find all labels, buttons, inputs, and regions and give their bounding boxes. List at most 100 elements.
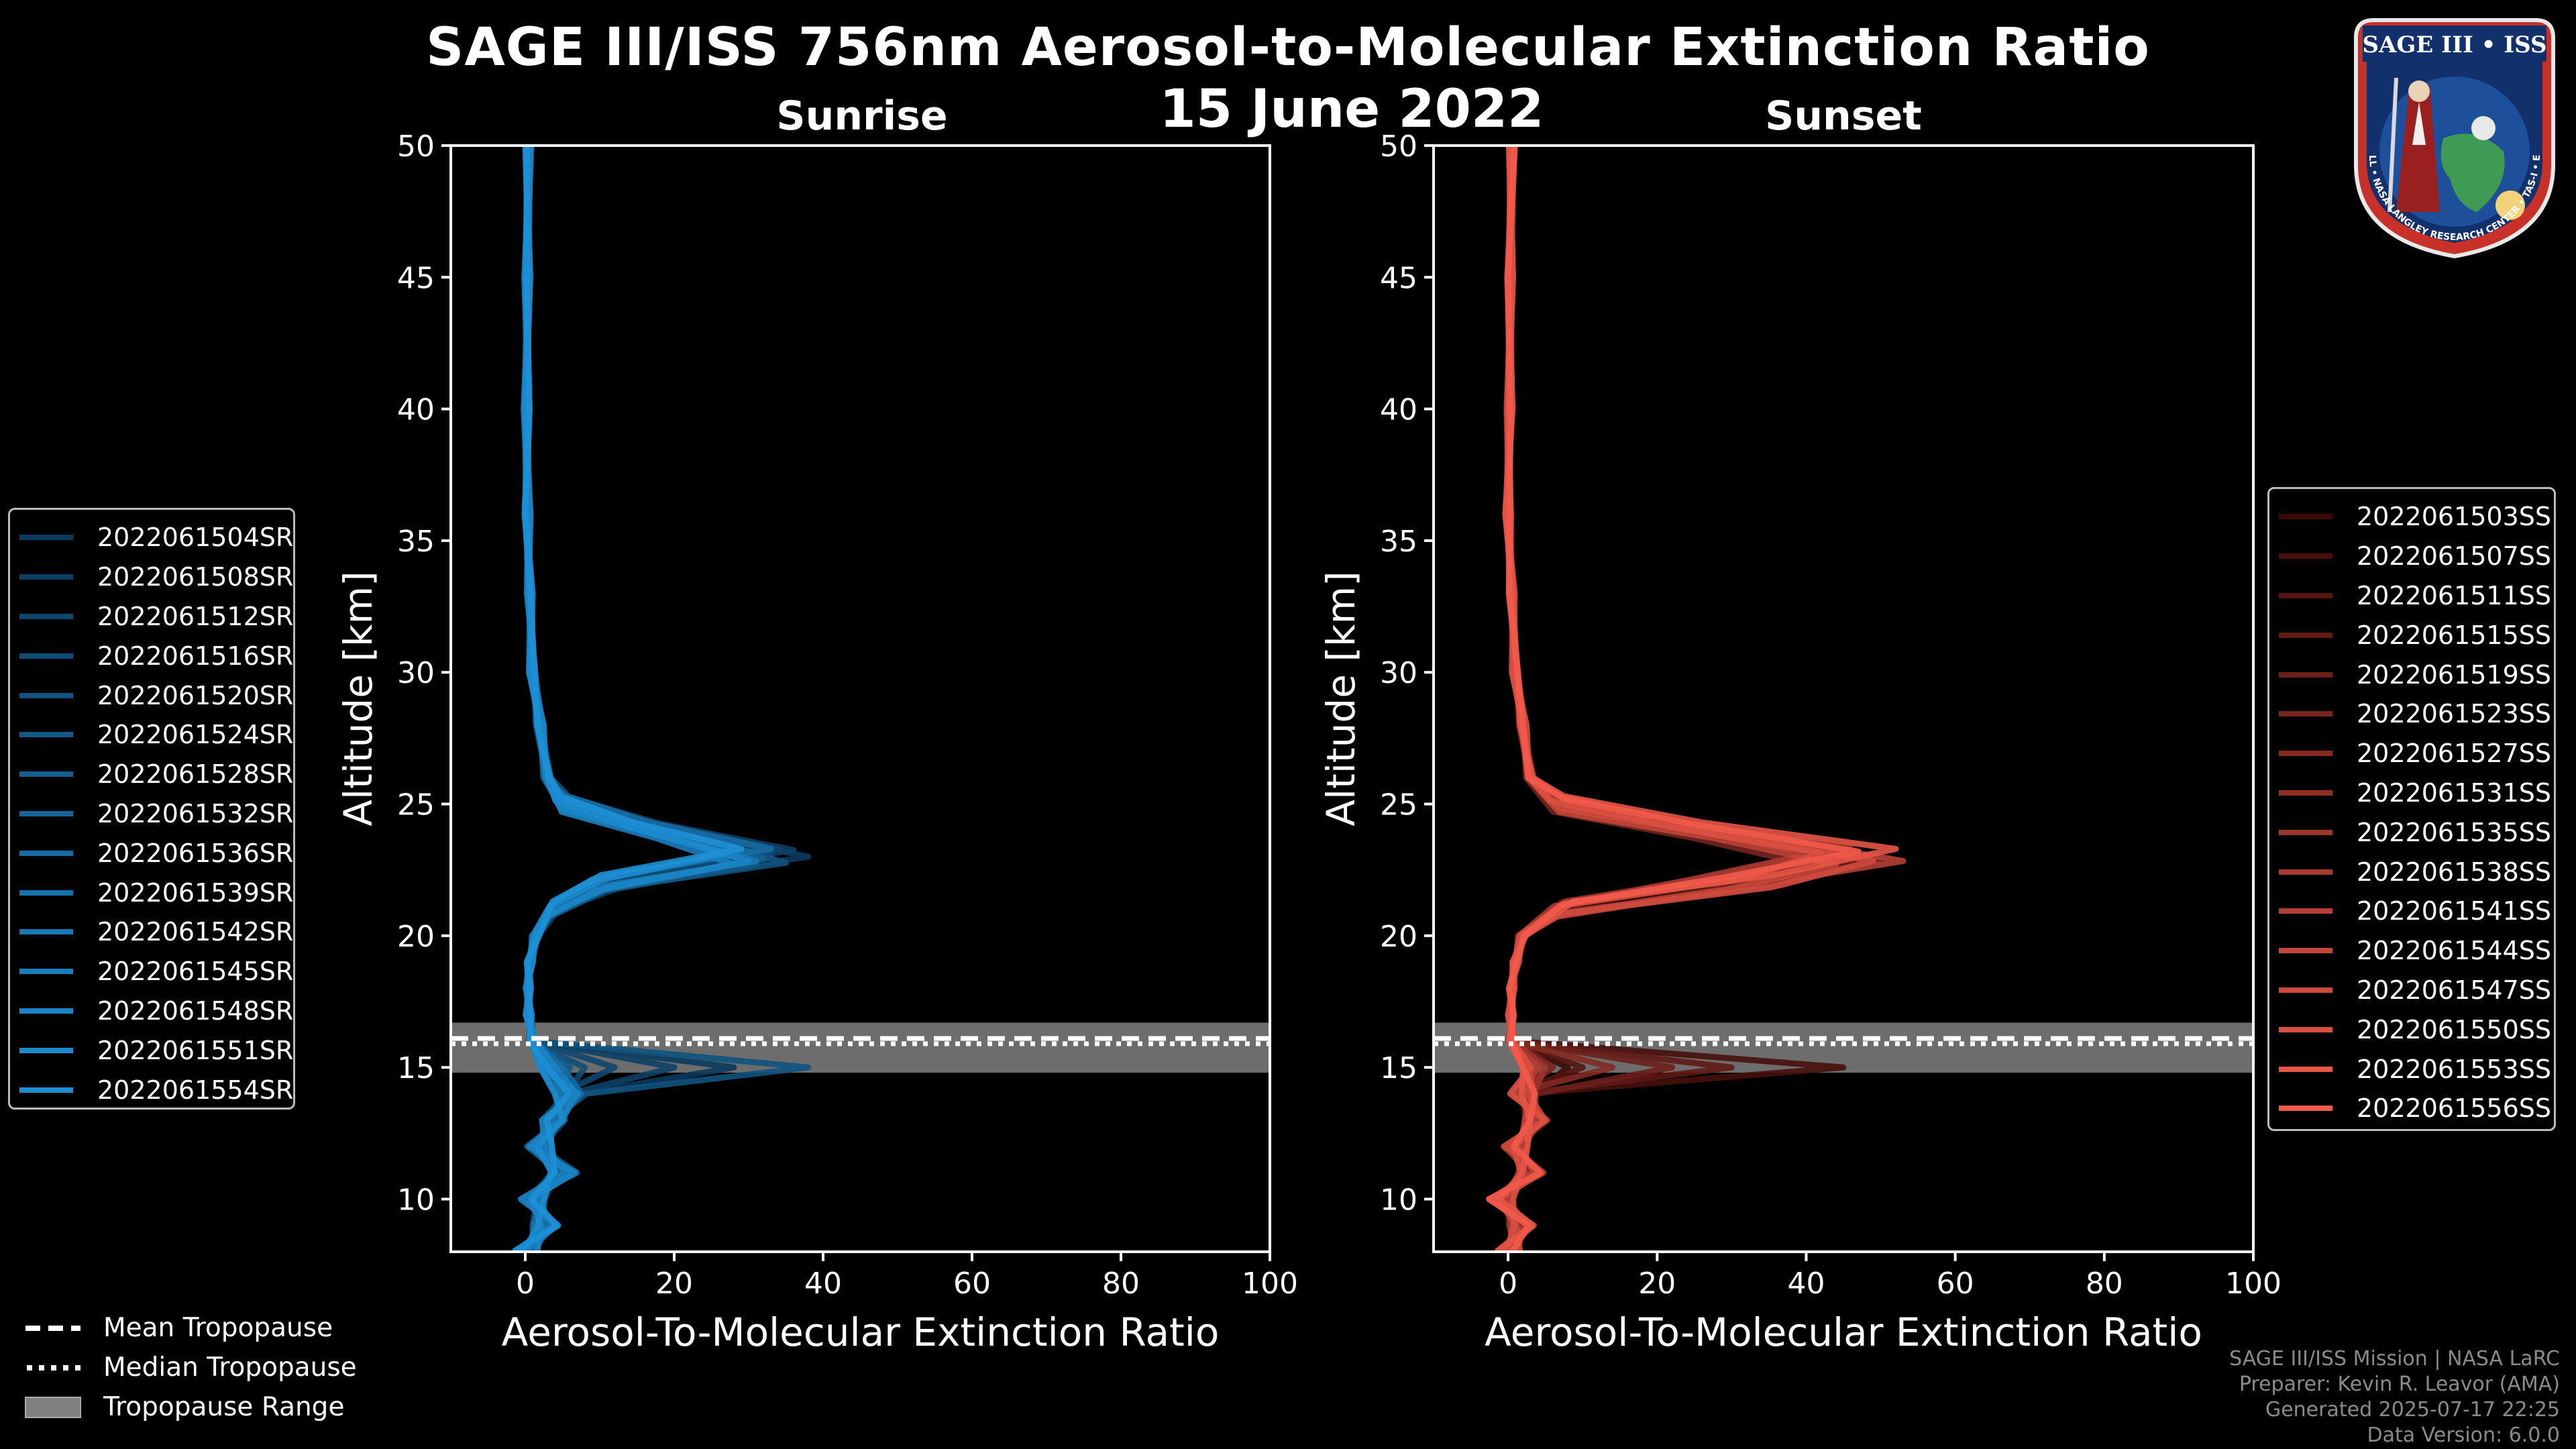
legend-item: 2022061523SS [2279, 694, 2551, 734]
legend-item: 2022061524SR [19, 715, 293, 755]
series-2022061527SS [1497, 146, 1884, 1252]
legend-item: 2022061548SR [19, 991, 293, 1031]
legend-label: 2022061511SS [2357, 580, 2552, 610]
legend-label: 2022061556SS [2357, 1093, 2552, 1124]
legend-item: 2022061528SR [19, 755, 293, 794]
legend-label: 2022061531SS [2357, 777, 2552, 808]
legend-label: 2022061523SS [2357, 699, 2552, 729]
x-tick-label: 100 [2225, 1267, 2282, 1301]
y-tick-label: 40 [397, 393, 435, 427]
y-tick-label: 20 [1380, 920, 1417, 954]
legend-item: 2022061541SS [2279, 892, 2551, 931]
legend-swatch [2279, 514, 2332, 520]
legend-label: 2022061524SR [97, 720, 294, 750]
legend-label: 2022061545SR [97, 957, 294, 987]
series-2022061511SS [1502, 146, 1839, 1252]
legend-item: 2022061520SR [19, 676, 293, 715]
legend-swatch [19, 1008, 73, 1014]
series-2022061553SS [1495, 146, 1899, 1252]
sunset-panel: 0 20 40 60 80 100 10 15 20 25 30 35 40 45 50 Aerosol-To… [1318, 129, 2282, 1355]
y-tick-label: 20 [397, 920, 435, 954]
legend-swatch [2279, 987, 2332, 993]
x-tick-label: 80 [2086, 1267, 2123, 1301]
legend-label: 2022061553SS [2357, 1054, 2552, 1084]
legend-swatch [2279, 1106, 2332, 1112]
legend-swatch [19, 810, 73, 816]
legend-label: 2022061554SR [97, 1075, 294, 1105]
x-tick-label: 40 [1787, 1267, 1825, 1301]
series-2022061547SS [1495, 146, 1876, 1252]
sunrise-x-axis-label: Aerosol-To-Molecular Extinction Ratio [502, 1309, 1220, 1355]
legend-label: 2022061541SS [2357, 896, 2552, 926]
legend-swatch [19, 574, 73, 580]
sunrise-panel: 0 20 40 60 80 100 10 15 20 25 30 35 40 45 50 Aerosol-To… [335, 129, 1298, 1355]
series-2022061554SR [512, 146, 745, 1252]
y-tick-label: 45 [397, 261, 435, 295]
legend-swatch [2279, 869, 2332, 875]
sunrise-series-lines [512, 146, 812, 1252]
y-tick-label: 40 [1380, 393, 1417, 427]
sunset-series-lines [1485, 146, 1907, 1252]
legend-label: 2022061519SS [2357, 659, 2552, 690]
legend-swatch [2279, 592, 2332, 598]
legend-label: 2022061508SR [97, 562, 294, 592]
x-tick-label: 60 [953, 1267, 991, 1301]
legend-item: 2022061535SS [2279, 812, 2551, 852]
legend-label: 2022061528SR [97, 759, 294, 790]
legend-item: 2022061539SR [19, 873, 293, 912]
legend-swatch [19, 969, 73, 975]
y-tick-label: 30 [397, 656, 435, 690]
chart-title: SAGE III/ISS 756nm Aerosol-to-Molecular … [426, 17, 2150, 78]
legend-item: 2022061547SS [2279, 971, 2551, 1010]
sunset-legend: 2022061503SS 2022061507SS 2022061511SS 2022… [2267, 487, 2556, 1131]
legend-item: 2022061556SS [2279, 1089, 2551, 1128]
credit-generated: Generated 2025-07-17 22:25 [2265, 1398, 2560, 1421]
legend-label: 2022061548SR [97, 996, 294, 1026]
x-tick-label: 80 [1102, 1267, 1140, 1301]
legend-label: 2022061515SS [2357, 620, 2552, 650]
series-2022061556SS [1486, 146, 1862, 1252]
legend-item: 2022061515SS [2279, 615, 2551, 655]
legend-item: 2022061545SR [19, 952, 293, 991]
legend-swatch [2279, 751, 2332, 757]
credit-mission: SAGE III/ISS Mission | NASA LaRC [2229, 1347, 2560, 1371]
legend-item: 2022061503SS [2279, 497, 2551, 537]
legend-item: 2022061516SR [19, 636, 293, 676]
y-tick-label: 50 [1380, 129, 1417, 164]
x-tick-label: 20 [655, 1267, 693, 1301]
y-tick-label: 10 [1380, 1183, 1417, 1217]
legend-label: 2022061539SR [97, 877, 294, 908]
legend-label: 2022061547SS [2357, 975, 2552, 1005]
y-tick-label: 25 [1380, 788, 1417, 822]
legend-item: 2022061531SS [2279, 773, 2551, 813]
legend-item: 2022061542SR [19, 912, 293, 952]
legend-swatch [19, 613, 73, 619]
legend-label: 2022061520SR [97, 680, 294, 710]
legend-label: 2022061550SS [2357, 1014, 2552, 1044]
sunset-subtitle: Sunset [1765, 93, 1922, 140]
legend-swatch [19, 1047, 73, 1053]
legend-item: 2022061544SS [2279, 931, 2551, 971]
legend-swatch [19, 929, 73, 935]
legend-item: 2022061532SR [19, 794, 293, 834]
sunset-y-axis-label: Altitude [km] [1318, 571, 1364, 826]
gray-box-icon [24, 1396, 82, 1419]
legend-swatch [2279, 1066, 2332, 1072]
legend-swatch [19, 535, 73, 541]
legend-label: 2022061532SR [97, 798, 294, 828]
y-tick-label: 15 [1380, 1051, 1417, 1085]
x-tick-label: 0 [1499, 1267, 1517, 1301]
legend-label: 2022061503SS [2357, 502, 2552, 532]
y-tick-label: 15 [397, 1051, 435, 1085]
legend-label: 2022061536SR [97, 838, 294, 868]
median-tropopause-legend-item: Median Tropopause [24, 1348, 357, 1387]
legend-label: 2022061538SS [2357, 857, 2552, 887]
svg-text:SAGE III • ISS: SAGE III • ISS [2362, 32, 2546, 58]
y-tick-label: 35 [397, 525, 435, 559]
legend-item: 2022061511SS [2279, 576, 2551, 616]
y-tick-label: 50 [397, 129, 435, 164]
sunrise-y-axis-label: Altitude [km] [335, 571, 381, 826]
credits: SAGE III/ISS Mission | NASA LaRC Prepare… [2229, 1346, 2560, 1448]
legend-item: 2022061550SS [2279, 1010, 2551, 1049]
legend-label: 2022061507SS [2357, 541, 2552, 572]
